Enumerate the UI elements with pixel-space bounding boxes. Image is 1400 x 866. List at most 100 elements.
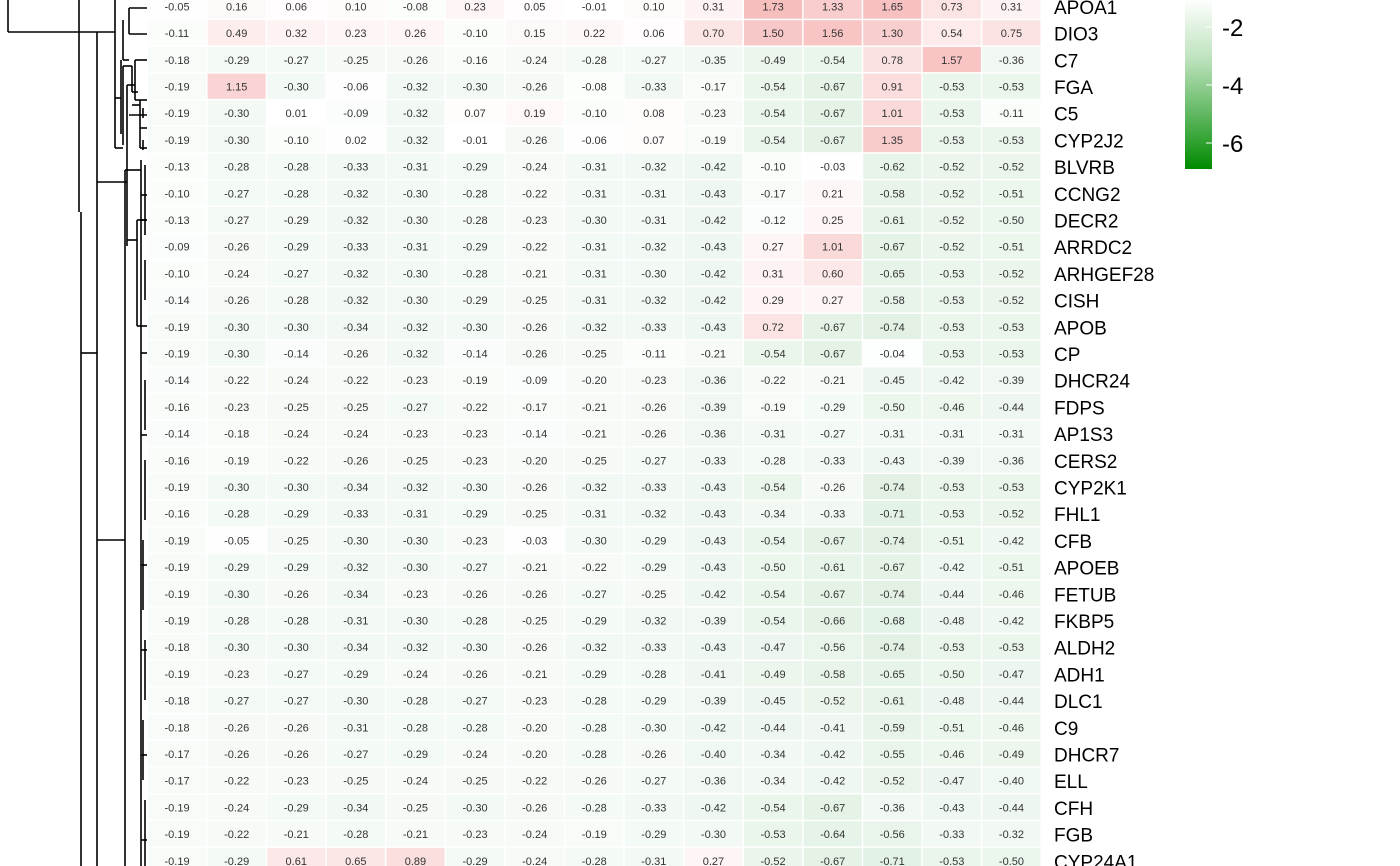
heatmap-cell <box>744 127 803 153</box>
cell-value: -0.31 <box>582 242 607 254</box>
heatmap-cell <box>624 821 683 847</box>
cell-value: -0.20 <box>582 375 607 387</box>
cell-value: -0.26 <box>641 429 666 441</box>
cell-value: -0.24 <box>403 669 428 681</box>
cell-value: -0.32 <box>343 215 368 227</box>
cell-value: 0.25 <box>822 215 843 227</box>
cell-value: -0.46 <box>939 402 964 414</box>
cell-value: -0.23 <box>641 375 666 387</box>
heatmap-cell <box>386 313 445 340</box>
heatmap-cell <box>684 127 743 153</box>
heatmap-cell <box>505 447 564 473</box>
cell-value: -0.53 <box>939 81 964 93</box>
cell-value: -0.43 <box>701 188 726 200</box>
cell-value: -0.09 <box>343 108 368 120</box>
heatmap-cell <box>922 821 981 847</box>
heatmap-cell <box>565 714 624 740</box>
heatmap-cell <box>386 367 445 393</box>
row-label: ALDH2 <box>1054 639 1115 660</box>
cell-value: -0.21 <box>403 829 428 841</box>
cell-value: -0.53 <box>761 829 786 841</box>
heatmap-cell <box>565 794 624 820</box>
heatmap-cell <box>684 741 743 767</box>
cell-value: -0.30 <box>343 696 368 708</box>
heatmap-cell <box>922 46 981 73</box>
cell-value: -0.42 <box>939 375 964 387</box>
heatmap-cell <box>863 767 922 793</box>
heatmap-cell <box>803 127 862 153</box>
heatmap-cell <box>148 367 207 393</box>
cell-value: -0.74 <box>880 589 905 601</box>
cell-value: 0.89 <box>405 856 426 866</box>
heatmap-cell <box>148 634 207 660</box>
heatmap-cell <box>744 607 803 633</box>
heatmap-cell <box>326 474 385 500</box>
cell-value: -0.26 <box>522 642 547 654</box>
cell-value: -0.34 <box>343 802 368 814</box>
cell-value: -0.28 <box>284 188 309 200</box>
cell-value: -0.32 <box>343 562 368 574</box>
cell-value: -0.29 <box>224 55 249 67</box>
heatmap-cell <box>744 821 803 847</box>
heatmap-cell <box>624 73 683 99</box>
cell-value: -0.28 <box>761 455 786 467</box>
row-label: DHCR7 <box>1054 745 1119 766</box>
cell-value: -0.28 <box>463 188 488 200</box>
cell-value: -0.52 <box>939 215 964 227</box>
cell-value: -0.24 <box>403 776 428 788</box>
cell-value: 0.23 <box>464 1 485 13</box>
heatmap-cell <box>982 340 1041 366</box>
cell-value: -0.23 <box>463 429 488 441</box>
cell-value: -0.74 <box>880 535 905 547</box>
cell-value: -0.54 <box>761 615 786 627</box>
cell-value: 1.33 <box>822 1 843 13</box>
heatmap-cell <box>446 0 505 19</box>
cell-value: -0.34 <box>761 509 786 521</box>
heatmap-cell <box>803 153 862 179</box>
cell-value: -0.49 <box>999 749 1024 761</box>
cell-value: -0.22 <box>582 562 607 574</box>
heatmap-cell <box>386 554 445 580</box>
cell-value: -0.34 <box>343 322 368 334</box>
cell-value: -0.36 <box>701 776 726 788</box>
heatmap-cell <box>267 100 326 126</box>
heatmap-cell <box>624 180 683 206</box>
heatmap-cell <box>803 367 862 393</box>
heatmap-cell <box>267 260 326 286</box>
cell-value: -0.20 <box>522 722 547 734</box>
heatmap-cell <box>982 260 1041 286</box>
heatmap-cell <box>386 794 445 820</box>
cell-value: -0.54 <box>761 802 786 814</box>
heatmap-cell <box>386 714 445 740</box>
heatmap-cell <box>446 767 505 793</box>
cell-value: -0.28 <box>463 215 488 227</box>
cell-value: -0.47 <box>999 669 1024 681</box>
cell-value: -0.29 <box>463 856 488 866</box>
heatmap-cell <box>982 500 1041 526</box>
heatmap-cell <box>326 447 385 473</box>
cell-value: -0.31 <box>403 162 428 174</box>
heatmap-cell <box>744 20 803 46</box>
cell-value: -0.33 <box>641 642 666 654</box>
cell-value: -0.27 <box>582 589 607 601</box>
cell-value: -0.14 <box>165 295 190 307</box>
cell-value: -0.27 <box>463 696 488 708</box>
row-label: FGB <box>1054 826 1093 847</box>
heatmap-cell <box>803 420 862 446</box>
cell-value: 0.23 <box>345 28 366 40</box>
heatmap-cell <box>446 714 505 740</box>
heatmap-cell <box>267 73 326 99</box>
cell-value: 0.01 <box>286 108 307 120</box>
heatmap-cell <box>863 474 922 500</box>
heatmap-cell <box>565 607 624 633</box>
heatmap-cell <box>922 634 981 660</box>
heatmap-cell <box>267 340 326 366</box>
heatmap-cell <box>148 46 207 73</box>
cell-value: -0.53 <box>999 482 1024 494</box>
cell-value: -0.25 <box>582 455 607 467</box>
heatmap-cell <box>505 554 564 580</box>
heatmap-cell <box>326 207 385 233</box>
cell-value: -0.43 <box>701 509 726 521</box>
cell-value: -0.30 <box>582 215 607 227</box>
cell-value: 1.56 <box>822 28 843 40</box>
